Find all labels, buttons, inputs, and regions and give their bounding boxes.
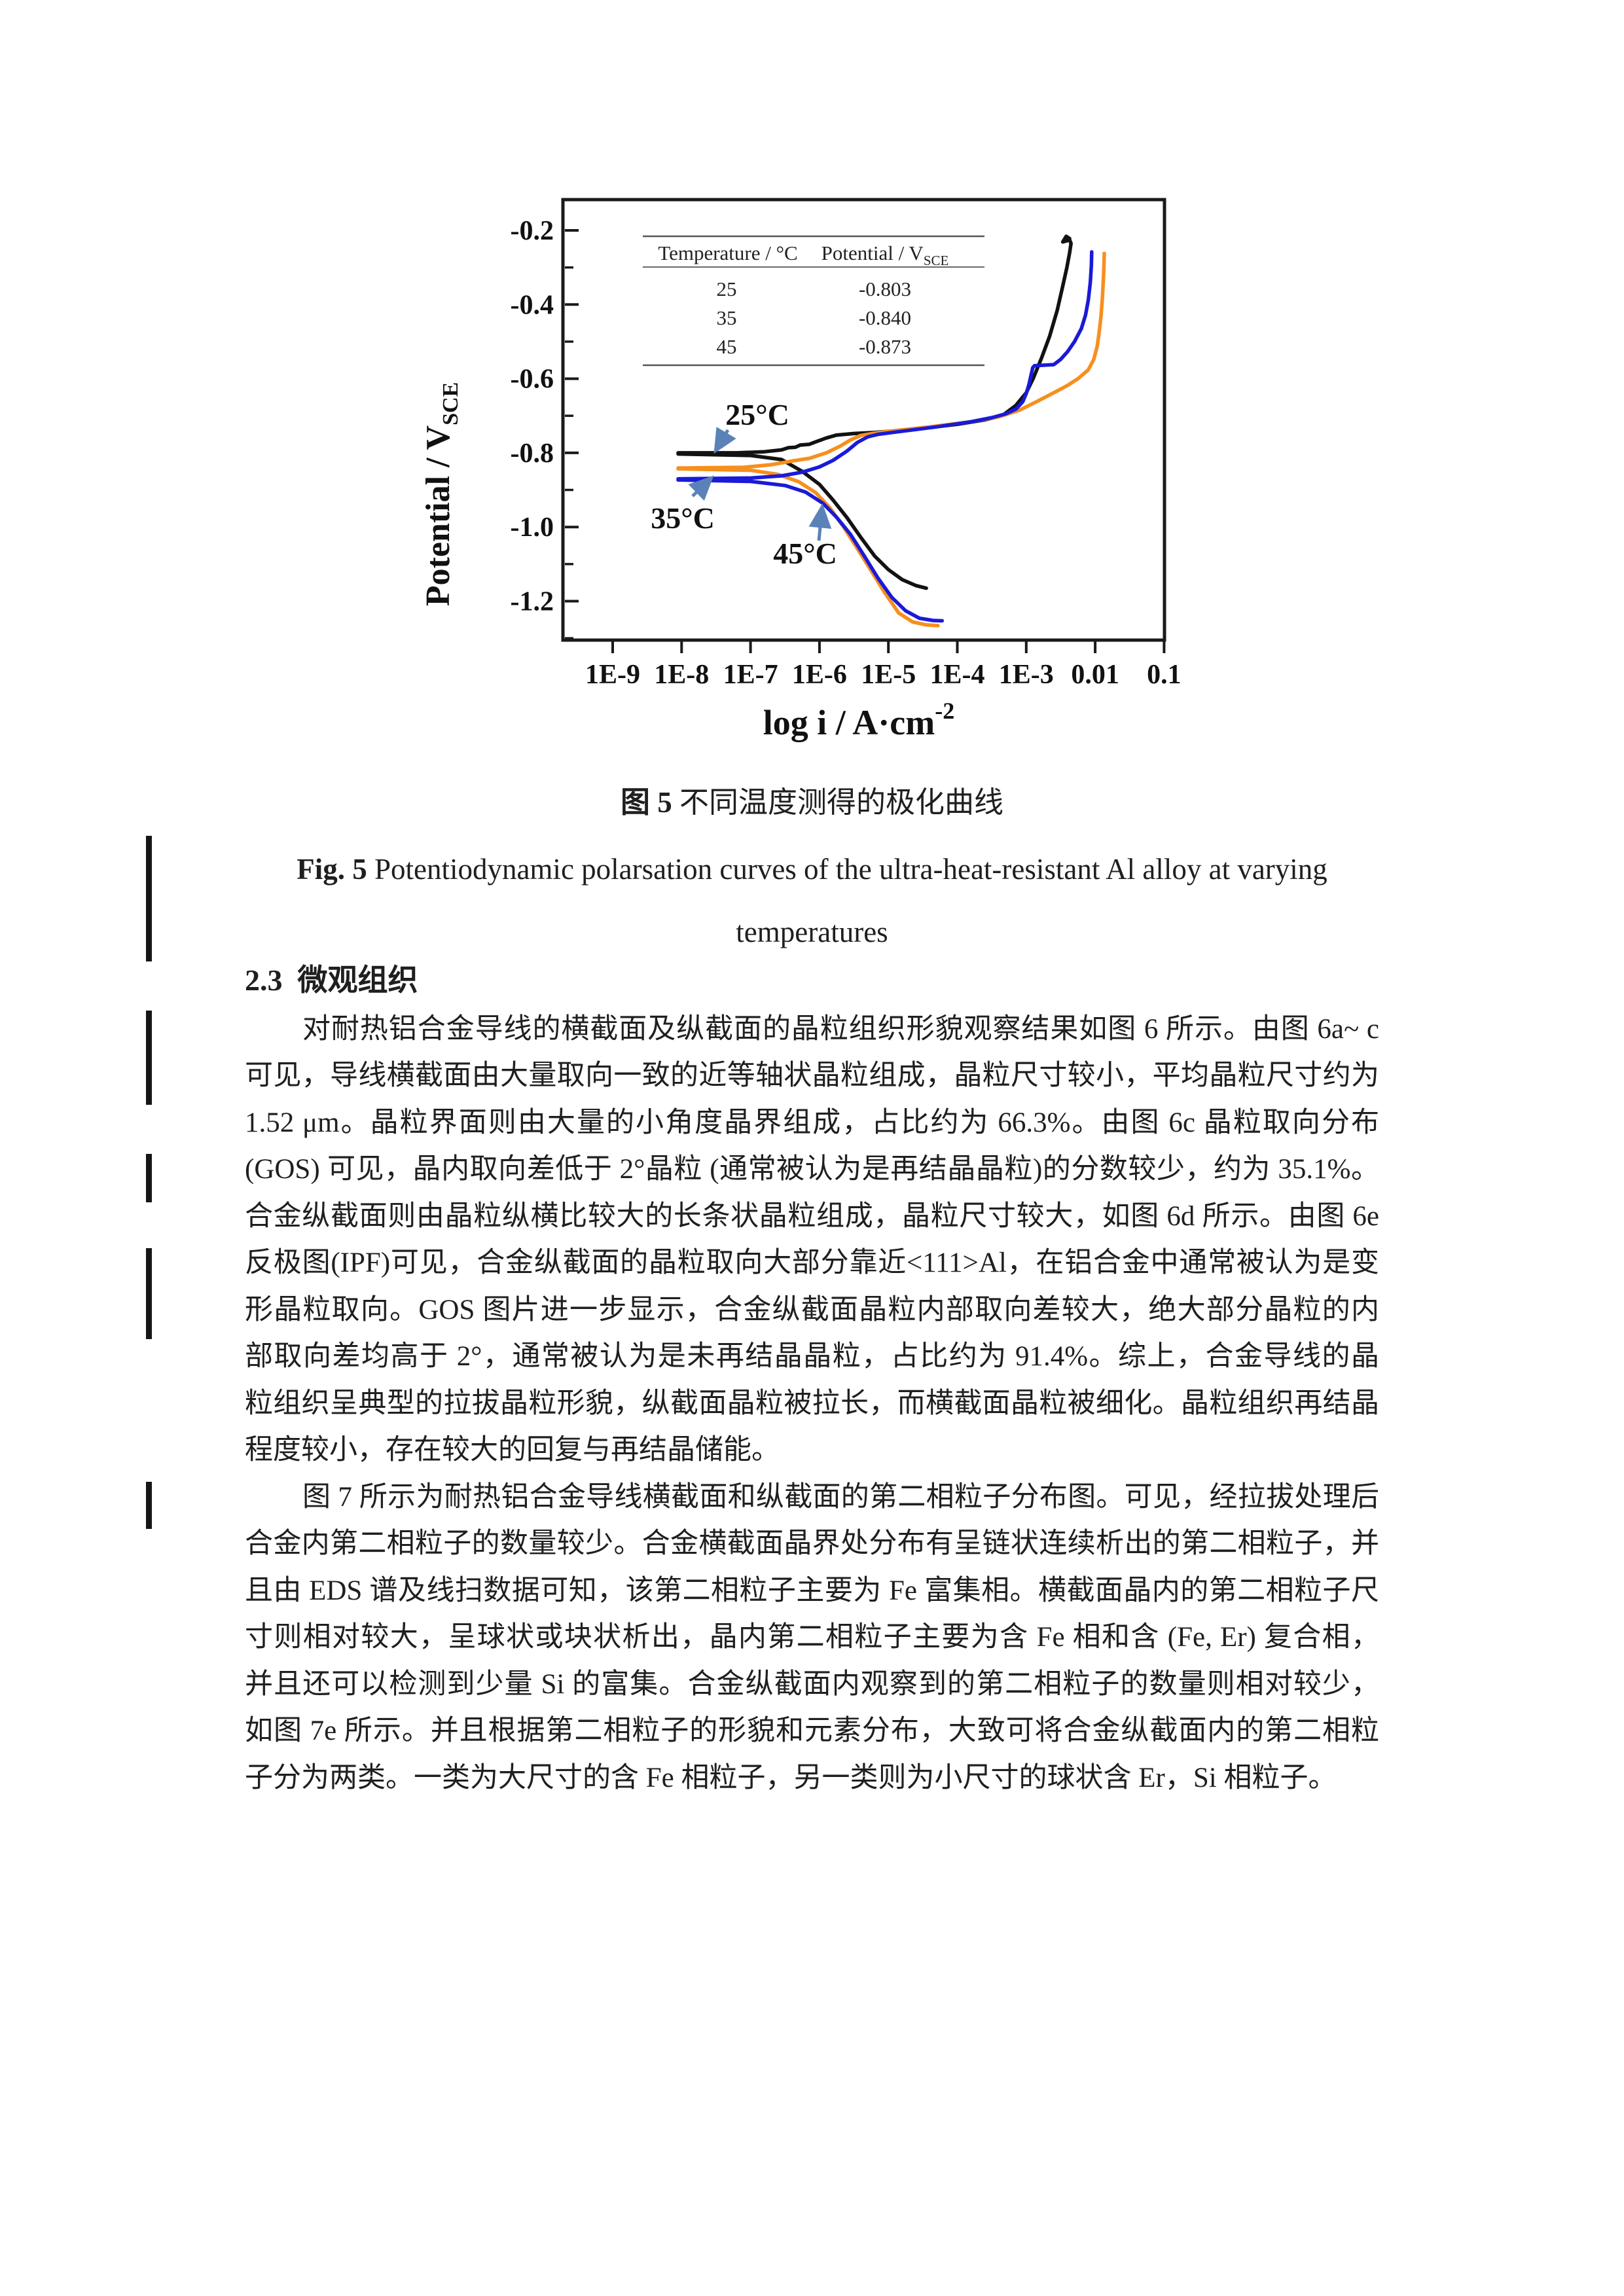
svg-text:1E-8: 1E-8 — [654, 660, 709, 690]
curve-45°C — [676, 250, 1094, 623]
body-line: 寸则相对较大，呈球状或块状析出，晶内第二相粒子主要为含 Fe 相和含 (Fe, … — [245, 1622, 1379, 1653]
body-line: 且由 EDS 谱及线扫数据可知，该第二相粒子主要为 Fe 富集相。横截面晶内的第… — [245, 1575, 1379, 1606]
figure-5: -0.2 -0.4 -0.6 -0.8 -1.0 -1.2 1E-9 1E-8 1E-7 1E-6… — [393, 92, 1244, 759]
svg-text:-0.6: -0.6 — [511, 365, 554, 395]
figure-caption-en-line2: temperatures — [736, 916, 888, 948]
svg-text:-0.2: -0.2 — [511, 216, 554, 246]
svg-text:-1.2: -1.2 — [511, 587, 554, 617]
polarization-chart: -0.2 -0.4 -0.6 -0.8 -1.0 -1.2 1E-9 1E-8 1E-7 1E-6… — [420, 198, 1182, 742]
body-line: 如图 7e 所示。并且根据第二相粒子的形貌和元素分布，大致可将合金纵截面内的第二… — [245, 1715, 1379, 1746]
svg-text:35: 35 — [717, 306, 737, 329]
figure-caption-en: Fig. 5 Potentiodynamic polarsation curve… — [0, 845, 1624, 893]
figure-caption-en-text: Potentiodynamic polarsation curves of th… — [367, 853, 1327, 886]
body-line: 粒组织呈典型的拉拔晶粒形貌，纵截面晶粒被拉长，而横截面晶粒被细化。晶粒组织再结晶 — [245, 1388, 1379, 1419]
x-axis-title: log i / A·cm-2 — [763, 698, 955, 742]
section-heading: 2.3 微观组织 — [245, 963, 418, 997]
body-line: 合金内第二相粒子的数量较少。合金横截面晶界处分布有呈链状连续析出的第二相粒子，并 — [245, 1528, 1379, 1559]
annotation-45°C: 45°C — [773, 503, 837, 570]
svg-text:1E-3: 1E-3 — [999, 660, 1054, 690]
svg-text:1E-7: 1E-7 — [723, 660, 778, 690]
body-line: 反极图(IPF)可见，合金纵截面的晶粒取向大部分靠近<111>Al，在铝合金中通… — [245, 1247, 1379, 1278]
svg-text:0.01: 0.01 — [1071, 660, 1119, 690]
svg-text:45°C: 45°C — [773, 537, 837, 570]
body-line: (GOS) 可见，晶内取向差低于 2°晶粒 (通常被认为是再结晶晶粒)的分数较少… — [245, 1154, 1379, 1185]
revision-bar — [146, 1248, 152, 1339]
body-line: 可见，导线横截面由大量取向一致的近等轴状晶粒组成，晶粒尺寸较小，平均晶粒尺寸约为 — [245, 1060, 1379, 1091]
svg-text:25°C: 25°C — [725, 398, 789, 431]
annotation-25°C: 25°C — [713, 398, 789, 454]
body-line: 子分为两类。一类为大尺寸的含 Fe 相粒子，另一类则为小尺寸的球状含 Er，Si… — [245, 1763, 1337, 1793]
svg-text:35°C: 35°C — [651, 501, 715, 535]
figure-caption-en-label: Fig. 5 — [297, 853, 367, 886]
body-line: 合金纵截面则由晶粒纵横比较大的长条状晶粒组成，晶粒尺寸较大，如图 6d 所示。由… — [245, 1201, 1379, 1232]
revision-bar — [146, 1482, 152, 1529]
body-line: 部取向差均高于 2°，通常被认为是未再结晶晶粒，占比约为 91.4%。综上，合金… — [245, 1341, 1379, 1372]
svg-text:1E-4: 1E-4 — [930, 660, 985, 690]
svg-text:-0.873: -0.873 — [859, 335, 911, 358]
svg-text:Temperature / °C: Temperature / °C — [658, 242, 797, 264]
figure-caption-zh: 图 5 不同温度测得的极化曲线 — [0, 778, 1624, 827]
body-line: 形晶粒取向。GOS 图片进一步显示，合金纵截面晶粒内部取向差较大，绝大部分晶粒的… — [245, 1295, 1379, 1325]
body-line: 并且还可以检测到少量 Si 的富集。合金纵截面内观察到的第二相粒子的数量则相对较… — [245, 1669, 1379, 1700]
revision-bar — [146, 1154, 152, 1202]
body-line: 程度较小，存在较大的回复与再结晶储能。 — [245, 1435, 780, 1465]
svg-text:25: 25 — [717, 278, 737, 300]
figure-caption-zh-label: 图 5 — [620, 786, 672, 819]
svg-text:-0.4: -0.4 — [511, 290, 554, 320]
svg-text:-0.8: -0.8 — [511, 439, 554, 469]
body-line: 对耐热铝合金导线的横截面及纵截面的晶粒组织形貌观察结果如图 6 所示。由图 6a… — [302, 1014, 1379, 1045]
svg-text:0.1: 0.1 — [1147, 660, 1182, 690]
figure-caption-zh-text: 不同温度测得的极化曲线 — [672, 786, 1004, 819]
body-line: 图 7 所示为耐热铝合金导线横截面和纵截面的第二相粒子分布图。可见，经拉拔处理后 — [302, 1482, 1379, 1513]
y-axis-title: Potential / VSCE — [420, 382, 463, 607]
svg-text:-0.840: -0.840 — [859, 306, 911, 329]
svg-text:1E-6: 1E-6 — [792, 660, 847, 690]
svg-text:Potential / VSCE: Potential / VSCE — [821, 242, 949, 268]
svg-text:45: 45 — [717, 335, 737, 358]
svg-text:1E-5: 1E-5 — [861, 660, 916, 690]
svg-text:-0.803: -0.803 — [859, 278, 911, 300]
annotation-35°C: 35°C — [651, 475, 715, 535]
svg-text:-1.0: -1.0 — [511, 512, 554, 543]
revision-bar — [146, 1011, 152, 1105]
revision-bar — [146, 836, 152, 961]
chart-axes: -0.2 -0.4 -0.6 -0.8 -1.0 -1.2 1E-9 1E-8 1E-7 1E-6… — [511, 198, 1182, 690]
body-line: 1.52 μm。晶粒界面则由大量的小角度晶界组成，占比约为 66.3%。由图 6… — [245, 1107, 1379, 1138]
svg-text:1E-9: 1E-9 — [585, 660, 640, 690]
inset-table: Temperature / °C Potential / VSCE 25 -0.803… — [643, 235, 984, 367]
